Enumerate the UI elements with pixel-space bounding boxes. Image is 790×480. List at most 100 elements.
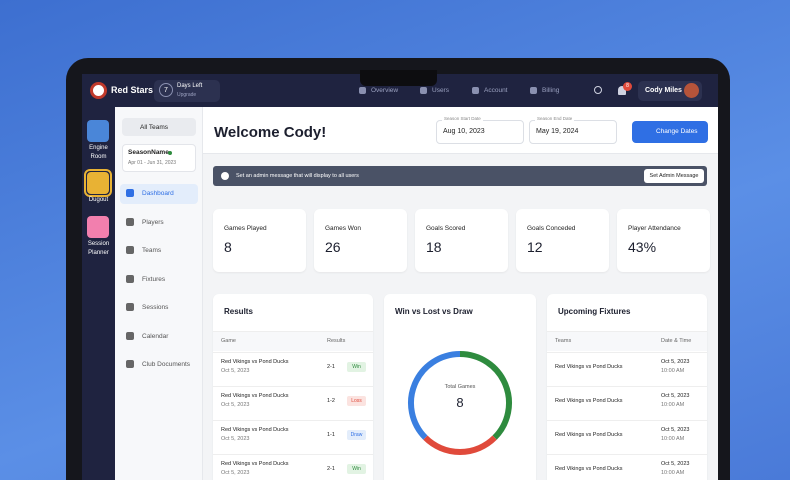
season-dates: Apr 01 - Jun 31, 2023 xyxy=(128,160,177,166)
camera-notch xyxy=(360,70,437,86)
icon-rail xyxy=(82,107,115,480)
change-dates-button[interactable] xyxy=(632,121,708,143)
menu-item[interactable]: Fixtures xyxy=(142,275,166,283)
menu-icon xyxy=(126,274,134,283)
rail-highlight xyxy=(84,169,112,197)
stat-label: Player Attendance xyxy=(628,225,681,232)
game-date: Oct 5, 2023 xyxy=(221,470,250,476)
avatar xyxy=(684,83,699,98)
menu-item[interactable]: Players xyxy=(142,218,164,226)
stat-value: 8 xyxy=(224,239,232,255)
fixture-date: Oct 5, 2023 xyxy=(661,359,690,365)
score: 1-2 xyxy=(327,398,335,404)
bell-icon[interactable] xyxy=(618,86,626,95)
menu-item[interactable]: Calendar xyxy=(142,332,169,340)
fixture-teams: Red Vikings vs Pond Ducks xyxy=(555,432,623,438)
fixture-time: 10:00 AM xyxy=(661,402,685,408)
rail-label: Dugout xyxy=(88,197,109,203)
fixture-teams: Red Vikings vs Pond Ducks xyxy=(555,398,623,404)
outcome-badge: Win xyxy=(347,362,366,372)
admin-button[interactable]: Set Admin Message xyxy=(644,169,704,183)
outcome-badge: Draw xyxy=(347,430,366,440)
season-name: SeasonName xyxy=(128,149,169,156)
rail-label: Engine Room xyxy=(89,145,108,160)
admin-message: Set an admin message that will display t… xyxy=(236,173,359,179)
stat-label: Goals Scored xyxy=(426,225,466,232)
donut-segment xyxy=(408,351,461,440)
fixture-date: Oct 5, 2023 xyxy=(661,393,690,399)
outcome-badge: Win xyxy=(347,464,366,474)
menu-item[interactable]: Dashboard xyxy=(142,190,174,197)
row-divider xyxy=(213,454,373,455)
game-name: Red Vikings vs Pond Ducks xyxy=(221,461,289,467)
row-divider xyxy=(547,454,707,455)
info-icon xyxy=(221,172,229,180)
panel xyxy=(547,294,707,480)
team-select[interactable] xyxy=(122,118,196,136)
row-divider xyxy=(213,352,373,353)
upgrade[interactable]: Upgrade xyxy=(177,92,197,98)
donut-center-value: 8 xyxy=(456,395,464,410)
column-header: Date & Time xyxy=(661,338,692,344)
notification-badge: 8 xyxy=(623,82,632,91)
rail-label: Session Planner xyxy=(87,241,110,256)
menu-item[interactable]: Club Documents xyxy=(142,361,191,368)
nav-item[interactable]: Users xyxy=(432,87,449,94)
nav-item[interactable]: Account xyxy=(484,87,508,94)
menu-icon xyxy=(126,189,134,197)
nav-icon xyxy=(530,87,537,94)
date-field[interactable] xyxy=(529,120,617,144)
stat-label: Goals Conceded xyxy=(527,225,576,232)
days-label: Days Left xyxy=(177,83,203,89)
stat-value: 12 xyxy=(527,239,543,255)
row-divider xyxy=(213,386,373,387)
season-box[interactable] xyxy=(122,144,196,172)
nav-item[interactable]: Billing xyxy=(542,87,560,94)
fixture-time: 10:00 AM xyxy=(661,470,685,476)
rail-icon[interactable] xyxy=(87,172,109,194)
welcome: Welcome Cody! xyxy=(214,124,327,141)
fixture-time: 10:00 AM xyxy=(661,436,685,442)
score: 1-1 xyxy=(327,432,335,438)
team-select-text: All Teams xyxy=(140,124,169,131)
menu-item[interactable]: Teams xyxy=(142,247,162,254)
row-divider xyxy=(213,420,373,421)
table-header xyxy=(213,331,373,351)
menu-icon xyxy=(126,360,134,368)
game-name: Red Vikings vs Pond Ducks xyxy=(221,393,289,399)
donut-segment xyxy=(423,435,497,455)
date-label: Season Start Date xyxy=(442,116,483,121)
stat-card card xyxy=(213,209,306,272)
search-icon[interactable] xyxy=(594,86,602,94)
brand: Red Stars xyxy=(111,85,154,95)
menu-item[interactable]: Sessions xyxy=(142,304,169,311)
fixture-teams: Red Vikings vs Pond Ducks xyxy=(555,466,623,472)
season-status xyxy=(168,151,172,155)
nav-item[interactable]: Overview xyxy=(371,87,399,94)
score: 2-1 xyxy=(327,466,335,472)
logo xyxy=(90,82,107,99)
admin-bar xyxy=(213,166,707,186)
fixture-time: 10:00 AM xyxy=(661,368,685,374)
panel-title: Upcoming Fixtures xyxy=(558,307,631,316)
user-name: Cody Miles xyxy=(645,87,682,94)
stat-card card xyxy=(415,209,508,272)
rail-icon[interactable] xyxy=(87,216,109,238)
stat-card card xyxy=(617,209,710,272)
fixture-date: Oct 5, 2023 xyxy=(661,461,690,467)
game-name: Red Vikings vs Pond Ducks xyxy=(221,359,289,365)
stat-card card xyxy=(516,209,609,272)
stat-value: 18 xyxy=(426,239,442,255)
date-value: Aug 10, 2023 xyxy=(443,128,485,135)
stat-value: 26 xyxy=(325,239,341,255)
menu-active xyxy=(120,184,198,204)
donut-segment xyxy=(459,351,512,440)
fixture-date: Oct 5, 2023 xyxy=(661,427,690,433)
column-header: Results xyxy=(327,338,346,344)
menu-icon xyxy=(126,217,134,226)
row-divider xyxy=(547,386,707,387)
change-dates-text: Change Dates xyxy=(656,128,698,135)
days-count: 7 xyxy=(159,83,173,97)
rail-icon[interactable] xyxy=(87,120,109,142)
